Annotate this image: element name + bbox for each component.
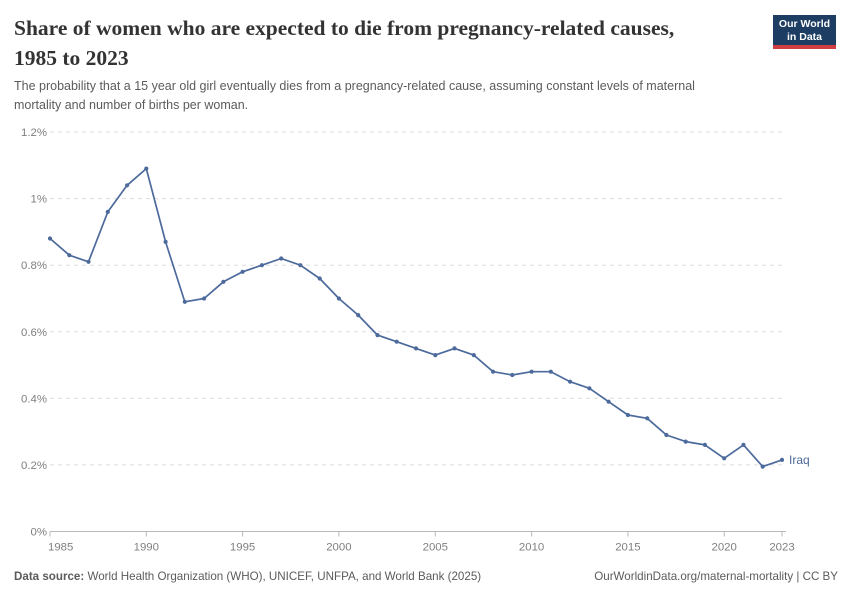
x-tick-label: 2015 — [615, 542, 640, 554]
x-tick-label: 2000 — [326, 542, 351, 554]
chart-title: Share of women who are expected to die f… — [14, 16, 675, 70]
data-point — [645, 416, 650, 421]
owid-logo-line1: Our World — [778, 18, 831, 30]
data-point — [279, 256, 284, 261]
series-end-label: Iraq — [789, 453, 810, 467]
data-point — [144, 166, 149, 171]
data-point — [702, 442, 708, 447]
data-point — [298, 263, 303, 268]
data-point — [683, 439, 688, 444]
data-point — [47, 236, 53, 241]
data-point — [86, 259, 91, 264]
data-point — [779, 457, 785, 462]
y-tick-label: 0.6% — [21, 327, 47, 339]
data-source: Data source: World Health Organization (… — [14, 569, 481, 584]
data-point — [259, 263, 264, 268]
y-tick-label: 0% — [31, 527, 47, 539]
y-tick-label: 0.2% — [21, 460, 47, 472]
data-source-label: Data source: — [14, 570, 85, 583]
x-tick-label: 2005 — [423, 542, 448, 554]
y-tick-label: 0.4% — [21, 393, 47, 405]
y-tick-label: 1% — [31, 194, 47, 206]
data-point — [182, 299, 187, 304]
data-point — [760, 464, 765, 469]
data-point — [741, 442, 746, 447]
data-point — [433, 353, 438, 358]
data-point — [548, 369, 553, 374]
owid-logo-line2: in Data — [786, 30, 822, 43]
attribution: OurWorldinData.org/maternal-mortality | … — [594, 570, 838, 583]
owid-logo: Our World in Data — [773, 15, 836, 49]
y-tick-label: 0.8% — [21, 260, 47, 272]
data-point — [471, 353, 476, 358]
x-tick-label: 2010 — [519, 542, 544, 554]
x-tick-label: 2020 — [712, 542, 737, 554]
data-point — [452, 346, 457, 351]
y-tick-label: 1.2% — [21, 127, 47, 139]
data-point — [221, 279, 226, 284]
data-line — [49, 167, 783, 468]
data-point — [491, 369, 496, 374]
x-tick-label: 1995 — [230, 542, 255, 554]
data-point — [394, 339, 399, 344]
data-point — [105, 209, 110, 214]
data-source-text: World Health Organization (WHO), UNICEF,… — [84, 570, 482, 583]
data-point — [413, 346, 419, 351]
chart-subtitle: The probability that a 15 year old girl … — [14, 79, 695, 112]
data-point — [587, 386, 592, 391]
x-tick-label: 1990 — [134, 542, 159, 554]
data-point — [664, 432, 669, 438]
data-point — [722, 456, 727, 461]
data-point — [202, 296, 207, 301]
data-point — [606, 399, 611, 404]
data-point — [375, 333, 380, 338]
x-tick-label: 1985 — [48, 542, 73, 554]
data-point — [125, 183, 130, 188]
data-point — [510, 372, 515, 378]
data-point — [568, 379, 573, 384]
data-point — [529, 369, 534, 374]
data-point — [163, 239, 168, 244]
data-point — [336, 296, 341, 301]
data-point — [317, 276, 322, 281]
data-point — [625, 412, 631, 418]
data-point — [67, 253, 72, 258]
data-point — [240, 269, 245, 274]
x-tick-label: 2023 — [769, 542, 794, 554]
chart-footer: Data source: World Health Organization (… — [14, 569, 838, 584]
data-point — [356, 313, 361, 318]
line-chart-svg: 0% 0.2% 0.4% 0.6% 0.8% 1% 1.2% 1985 1990 1995 2000… — [21, 127, 810, 554]
